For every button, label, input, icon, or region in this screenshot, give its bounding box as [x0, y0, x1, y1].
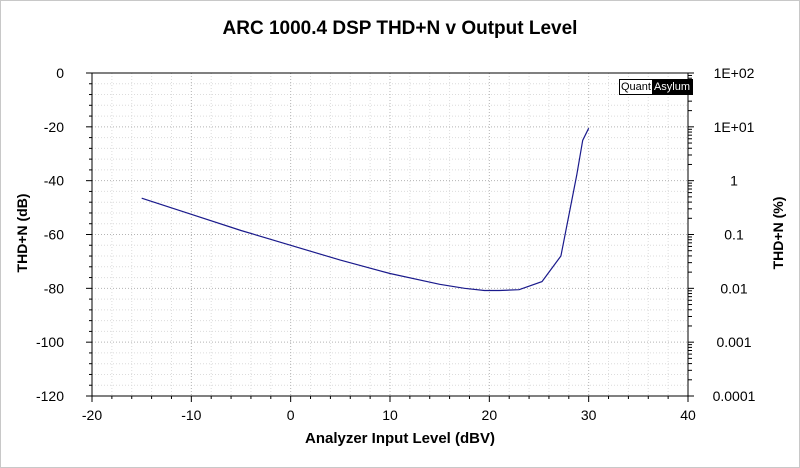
x-tick-label: -20 [82, 407, 102, 423]
x-tick-label: 30 [581, 407, 597, 423]
chart-title: ARC 1000.4 DSP THD+N v Output Level [222, 18, 578, 39]
x-tick-label: -10 [181, 407, 201, 423]
series-line [141, 127, 590, 292]
y-tick-label-right: 0.0001 [713, 388, 756, 404]
y-tick-label-left: -40 [44, 173, 64, 189]
y-tick-label-left: 0 [56, 65, 64, 81]
y-tick-label-left: -60 [44, 227, 64, 243]
x-tick-label: 0 [287, 407, 295, 423]
y-tick-label-right: 1E+01 [714, 119, 755, 135]
y-tick-label-right: 1 [730, 173, 738, 189]
y-tick-label-right: 0.1 [724, 227, 744, 243]
y-tick-label-left: -80 [44, 280, 64, 296]
x-tick-label: 40 [680, 407, 696, 423]
x-tick-label: 10 [382, 407, 398, 423]
y-tick-label-right: 1E+02 [714, 65, 755, 81]
logo-text-asylum: Asylum [651, 80, 693, 94]
y-tick-label-left: -100 [36, 334, 64, 350]
logo-text-quant: Quant [620, 80, 652, 94]
quantasylum-logo: Quant Asylum [619, 79, 694, 95]
y-tick-label-left: -20 [44, 119, 64, 135]
y-tick-label-right: 0.001 [716, 334, 751, 350]
y-tick-label-right: 0.01 [720, 280, 747, 296]
x-tick-label: 20 [482, 407, 498, 423]
y-tick-label-left: -120 [36, 388, 64, 404]
x-axis-label: Analyzer Input Level (dBV) [304, 430, 496, 447]
